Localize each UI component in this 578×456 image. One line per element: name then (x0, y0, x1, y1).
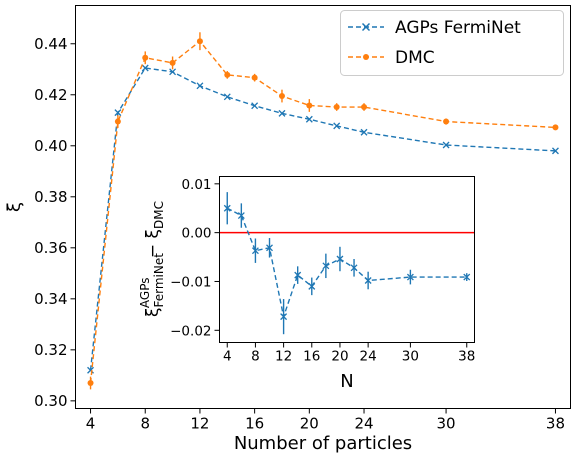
main-series-0-point (114, 109, 122, 117)
inset-series-0-point (350, 264, 358, 272)
main-y-axis-label: ξ (4, 202, 25, 212)
inset-series-0-point (463, 273, 471, 281)
main-y-tick-label: 0.44 (34, 35, 67, 53)
main-x-tick-label: 38 (546, 415, 565, 433)
legend-entry-agps-ferminet: AGPs FermiNet (348, 18, 521, 38)
inset-x-tick-label: 16 (303, 349, 320, 365)
main-x-tick-label: 12 (190, 415, 209, 433)
legend-label-agps-ferminet: AGPs FermiNet (395, 18, 521, 38)
main-series-1-point (552, 124, 559, 131)
main-series-0-point (360, 128, 368, 136)
inset-plot-background (219, 176, 475, 343)
inset-y-tick-label: −0.01 (170, 274, 211, 290)
main-plot: 4 8 12 16 20 24 30 38 0.30 0.32 0.34 0.36 0.38 0.40 0.… (4, 5, 571, 454)
inset-x-tick-label: 8 (251, 349, 260, 365)
inset-series (219, 192, 475, 335)
main-series-0-point (251, 102, 259, 110)
inset-x-axis-label: N (340, 371, 353, 392)
main-series-0-point (169, 68, 177, 76)
main-series-1-point (114, 118, 121, 125)
inset-x-tick-label: 12 (275, 349, 292, 365)
inset-plot-frame (219, 176, 475, 343)
main-series-0-point (551, 147, 559, 155)
inset-axes: 4 8 12 16 20 24 30 38 0.01 0.00 −0.01 −0.02 (170, 177, 475, 365)
main-axes: 4 8 12 16 20 24 30 38 0.30 0.32 0.34 0.36 0.38 0.40 0.… (34, 35, 565, 433)
main-y-tick-label: 0.30 (34, 392, 67, 410)
main-series-0-point (141, 64, 149, 72)
main-series-1-point (224, 71, 231, 78)
inset-series-0-point (280, 313, 288, 321)
main-series-0-point (278, 109, 286, 117)
main-y-tick-label: 0.38 (34, 188, 67, 206)
main-series-1-point (87, 379, 94, 386)
main-x-tick-label: 16 (245, 415, 264, 433)
inset-x-tick-label: 30 (402, 349, 419, 365)
main-x-tick-label: 4 (86, 415, 96, 433)
main-series-1-point (443, 118, 450, 125)
inset-series-0-point (223, 204, 231, 212)
inset-x-tick-label: 4 (223, 349, 232, 365)
legend-dot-marker-icon (363, 54, 369, 60)
inset-series-0-point (251, 247, 259, 255)
inset-plot: 4 8 12 16 20 24 30 38 0.01 0.00 −0.01 −0.02 N ξFerm… (138, 176, 475, 392)
main-series-1-point (169, 59, 176, 66)
inset-y-label-super: AGPs (138, 278, 152, 309)
inset-y-label-rest: − ξ (143, 229, 163, 264)
inset-x-tick-label: 38 (458, 349, 475, 365)
main-x-axis-label: Number of particles (234, 433, 412, 454)
main-series-1-point (278, 93, 285, 100)
inset-x-tick-label: 24 (360, 349, 377, 365)
main-series-0-point (223, 93, 231, 101)
inset-series-0-point (266, 244, 273, 252)
inset-series-0-point (406, 273, 414, 281)
inset-series-0-point (322, 262, 330, 270)
main-series (87, 32, 559, 390)
main-y-tick-label: 0.40 (34, 137, 67, 155)
inset-y-tick-label: 0.00 (181, 226, 211, 242)
main-series-1-point (361, 104, 368, 111)
legend-label-dmc: DMC (395, 48, 435, 68)
main-series-0-point (196, 82, 204, 90)
main-plot-frame (75, 5, 571, 409)
main-y-tick-label: 0.36 (34, 239, 67, 257)
main-y-tick-label: 0.32 (34, 341, 67, 359)
legend-entry-dmc: DMC (348, 48, 435, 68)
inset-x-tick-label: 20 (331, 349, 348, 365)
main-x-tick-label: 8 (140, 415, 150, 433)
main-x-tick-label: 20 (300, 415, 319, 433)
inset-y-label-sub2: DMC (152, 201, 166, 229)
main-y-tick-label: 0.42 (34, 86, 67, 104)
inset-y-label-main: ξ (143, 308, 163, 317)
inset-series-0-point (237, 212, 245, 220)
main-series-0-point (87, 366, 95, 374)
main-y-tick-label: 0.34 (34, 290, 67, 308)
legend-x-marker-icon (361, 22, 371, 32)
inset-series-0-point (336, 255, 344, 263)
main-x-tick-label: 30 (437, 415, 456, 433)
inset-y-tick-label: 0.01 (181, 177, 211, 193)
main-series-0-point (442, 141, 450, 149)
legend: AGPs FermiNet DMC (340, 10, 564, 76)
main-x-tick-label: 24 (354, 415, 373, 433)
main-series-1-point (306, 102, 313, 109)
main-series-0-point (305, 115, 313, 123)
main-series-1-point (196, 38, 203, 45)
inset-y-label-sub: FermiNet (152, 253, 166, 308)
inset-series-0-point (294, 271, 302, 279)
inset-series-0-point (364, 277, 372, 284)
main-series-1-point (251, 74, 258, 81)
inset-y-tick-label: −0.02 (170, 323, 211, 339)
inset-y-axis-label: ξFermiNetAGPs − ξDMC (138, 201, 166, 317)
main-series-1-point (333, 104, 340, 111)
main-series-0-point (333, 122, 341, 130)
main-series-1-point (142, 54, 149, 61)
legend-box (340, 10, 564, 76)
inset-series-0-point (308, 282, 316, 290)
